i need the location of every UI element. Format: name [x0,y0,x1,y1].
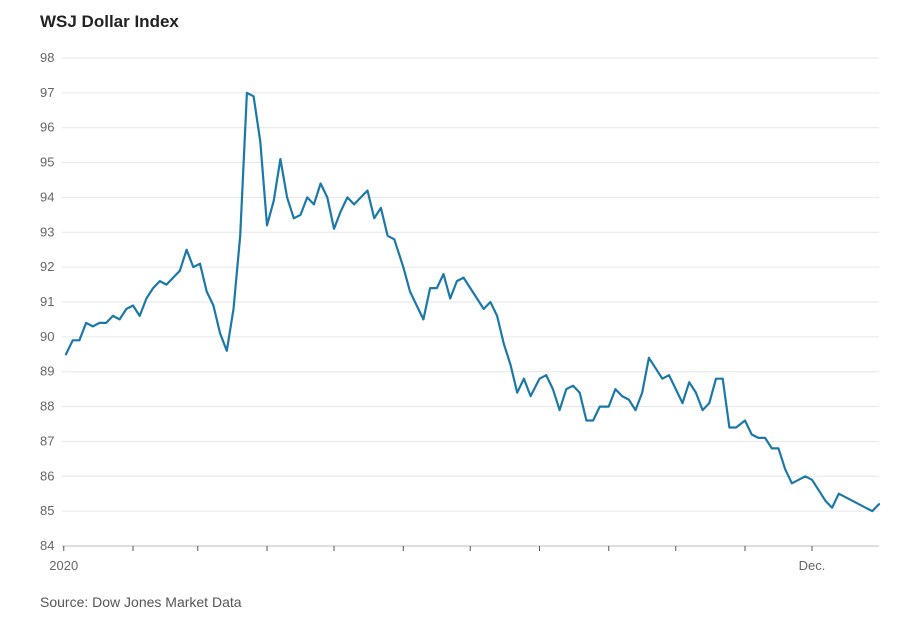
series-line [64,91,881,513]
series-lines [64,91,881,513]
y-tick-label: 84 [40,538,54,553]
y-tick-label: 85 [40,503,54,518]
gridlines [62,57,879,547]
y-tick-label: 88 [40,399,54,414]
chart-title: WSJ Dollar Index [40,12,179,31]
y-tick-label: 90 [40,329,54,344]
x-tick-label: Dec. [799,558,826,573]
x-tick-label: 2020 [49,558,78,573]
y-axis-ticks: 84 85 86 87 88 89 90 91 92 93 94 95 96 97 98 [40,50,54,553]
x-axis-ticks: 2020 Dec. [49,546,825,573]
y-tick-label: 91 [40,294,54,309]
y-tick-label: 92 [40,259,54,274]
y-tick-label: 93 [40,224,54,239]
y-tick-label: 89 [40,364,54,379]
y-tick-label: 98 [40,50,54,65]
y-tick-label: 86 [40,468,54,483]
y-tick-label: 96 [40,120,54,135]
y-tick-label: 87 [40,433,54,448]
y-tick-label: 97 [40,85,54,100]
y-tick-label: 94 [40,189,54,204]
source-note: Source: Dow Jones Market Data [40,594,242,610]
y-tick-label: 95 [40,155,54,170]
